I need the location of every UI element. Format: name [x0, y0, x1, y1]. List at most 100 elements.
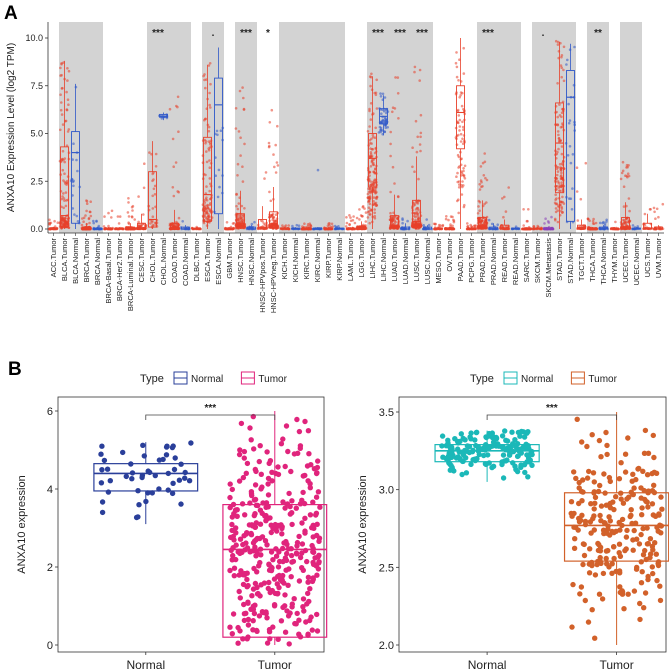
data-point	[266, 567, 273, 573]
data-point	[252, 524, 258, 530]
data-point	[313, 510, 320, 516]
data-point	[358, 208, 361, 211]
data-point	[658, 494, 664, 500]
data-point	[366, 216, 370, 219]
data-point	[463, 455, 469, 461]
data-point	[361, 215, 364, 218]
data-point	[264, 223, 267, 227]
data-point	[567, 197, 571, 200]
data-point	[75, 158, 78, 162]
data-point	[457, 114, 461, 117]
x-tick-label: KIRP.Tumor	[324, 238, 333, 279]
data-point	[364, 211, 368, 214]
data-point	[268, 529, 274, 536]
data-point	[557, 133, 560, 137]
data-point	[543, 222, 546, 225]
data-point	[355, 216, 359, 220]
data-point	[297, 554, 304, 561]
data-point	[600, 570, 607, 577]
data-point	[243, 207, 246, 210]
data-point	[650, 547, 656, 553]
data-point	[107, 224, 110, 228]
data-point	[288, 574, 294, 580]
data-point	[658, 530, 664, 536]
data-point	[527, 208, 530, 211]
data-point	[130, 215, 134, 219]
data-point	[576, 219, 580, 222]
data-point	[303, 619, 309, 625]
data-point	[337, 225, 340, 228]
data-point	[229, 486, 235, 493]
data-point	[580, 561, 586, 568]
data-point	[263, 609, 269, 615]
data-point	[307, 586, 313, 592]
data-point	[235, 193, 238, 196]
data-point	[480, 445, 486, 452]
data-point	[598, 518, 604, 524]
data-point	[274, 143, 278, 147]
data-point	[562, 79, 566, 83]
box	[643, 222, 652, 230]
data-point	[136, 502, 142, 508]
data-point	[143, 162, 146, 165]
data-point	[366, 130, 370, 133]
data-point	[237, 447, 243, 453]
data-point	[647, 554, 653, 561]
data-point	[72, 142, 75, 145]
data-point	[624, 224, 628, 227]
data-point	[266, 579, 272, 586]
x-tick-label: KIRC.Normal	[313, 238, 322, 283]
data-point	[67, 69, 71, 73]
data-point	[165, 487, 171, 493]
data-point	[517, 433, 523, 439]
x-tick-label: BLCA.Normal	[71, 238, 80, 284]
data-point	[474, 224, 478, 227]
data-point	[264, 640, 271, 646]
data-point	[571, 469, 577, 475]
data-point	[655, 207, 659, 211]
data-point	[569, 161, 573, 165]
data-point	[270, 108, 274, 112]
plot-frame	[398, 396, 667, 653]
data-point	[65, 199, 68, 202]
data-point	[245, 599, 251, 605]
data-point	[591, 506, 597, 512]
data-point	[278, 522, 284, 528]
data-point	[171, 466, 178, 473]
data-point	[280, 436, 286, 442]
data-point	[562, 68, 565, 72]
data-point	[99, 509, 106, 516]
data-point	[216, 133, 219, 137]
data-point	[619, 177, 623, 181]
data-point	[560, 181, 563, 184]
box	[148, 171, 157, 228]
data-point	[557, 181, 561, 185]
data-point	[639, 569, 645, 575]
data-point	[560, 176, 564, 180]
data-point	[257, 521, 264, 527]
data-point	[306, 598, 312, 605]
data-point	[589, 607, 595, 613]
data-point	[369, 118, 373, 121]
data-point	[584, 443, 590, 450]
data-point	[87, 216, 91, 220]
data-point	[554, 39, 558, 43]
shade-band	[499, 22, 521, 233]
data-point	[253, 468, 259, 475]
data-point	[579, 439, 585, 445]
data-point	[267, 458, 274, 464]
significance-label: ***	[416, 28, 428, 39]
data-point	[461, 180, 464, 183]
data-point	[461, 185, 464, 189]
x-tick-label: KICH.Normal	[291, 238, 300, 283]
data-point	[88, 210, 92, 214]
data-point	[379, 128, 383, 132]
data-point	[92, 221, 95, 225]
data-point	[557, 147, 560, 151]
data-point	[269, 478, 275, 484]
data-point	[103, 215, 106, 218]
data-point	[294, 539, 301, 546]
x-tick-label: THYM.Tumor	[610, 238, 619, 283]
data-point	[631, 224, 635, 227]
data-point	[389, 130, 393, 134]
